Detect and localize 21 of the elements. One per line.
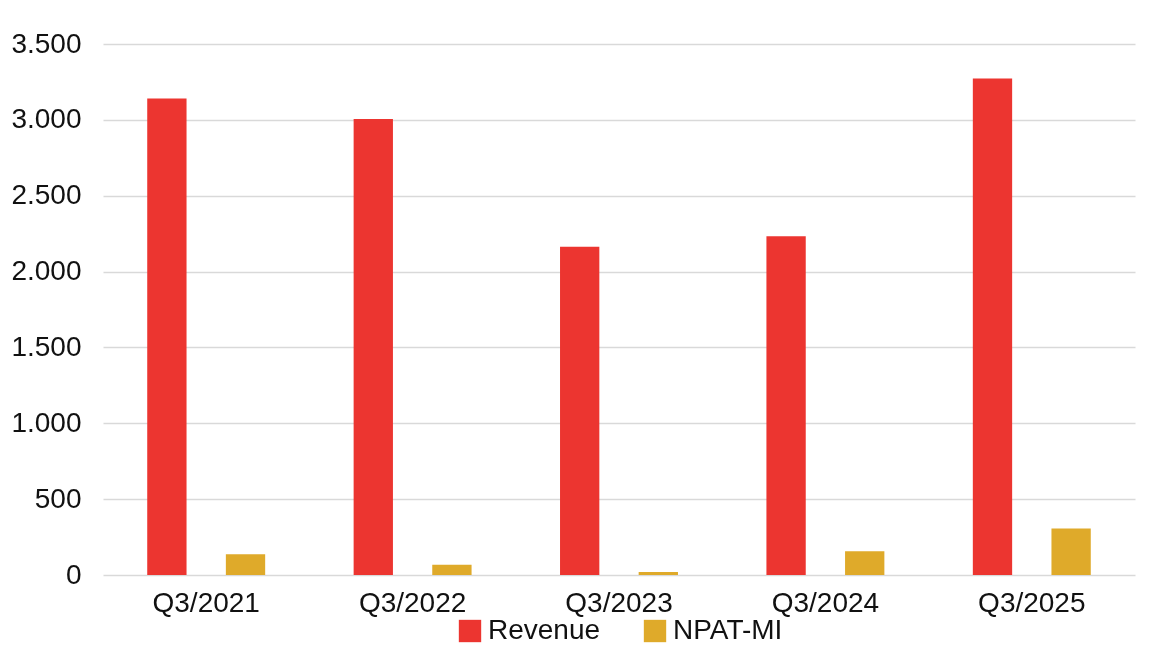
bar [147,98,187,575]
bar [766,236,806,575]
bar [845,551,885,575]
y-tick-label: 3.500 [11,27,82,59]
y-tick-label: 0 [65,558,82,590]
bar [432,564,472,575]
bar [972,78,1013,575]
bar [1051,528,1091,575]
y-tick-label: 1.000 [11,406,82,438]
y-tick-label: 2.000 [11,255,82,287]
y-tick-label: 1.500 [11,330,82,362]
x-tick-label: Q3/2022 [358,586,467,618]
x-tick-label: Q3/2021 [152,586,260,618]
y-tick-label: 2.500 [11,179,82,211]
y-tick-label: 500 [34,482,82,514]
bar [353,119,393,575]
bar [638,571,678,575]
bar [560,246,600,575]
bar [225,554,266,575]
y-tick-label: 3.000 [11,103,82,135]
x-tick-label: Q3/2025 [978,586,1086,618]
